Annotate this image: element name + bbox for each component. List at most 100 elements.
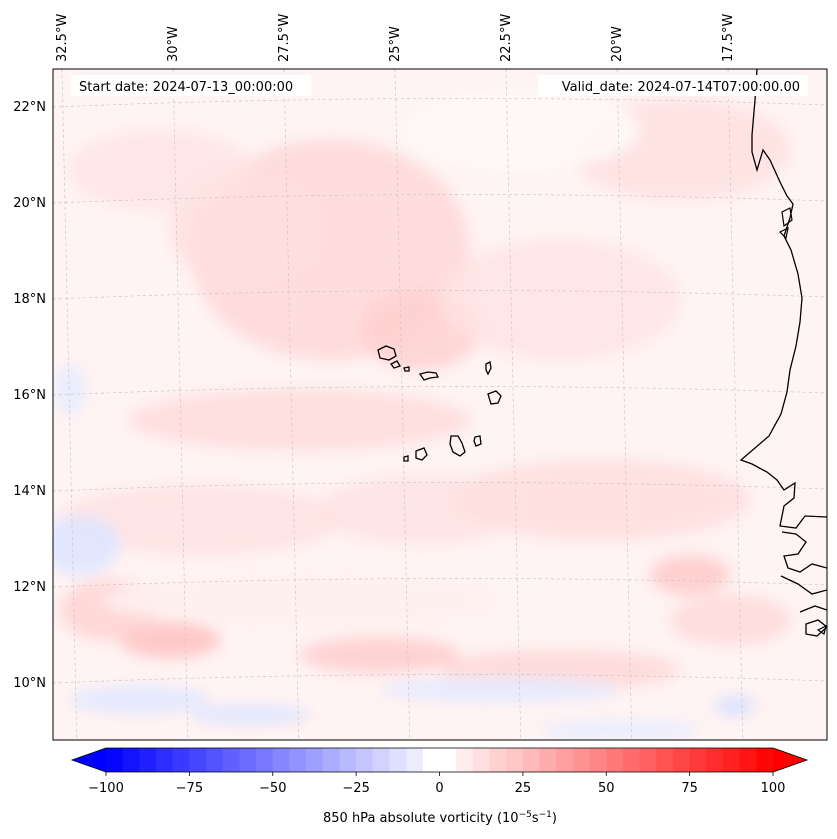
colorbar-tick-label: 100 — [761, 781, 786, 796]
latitude-label: 20°N — [13, 196, 46, 211]
colorbar-segment — [406, 748, 424, 772]
longitude-label: 20°W — [610, 26, 625, 62]
longitude-label: 30°W — [166, 26, 181, 62]
colorbar-segment — [122, 748, 140, 772]
island-boa-vista — [487, 390, 502, 405]
parallel-gridline — [53, 386, 827, 396]
colorbar-segment — [389, 748, 407, 772]
negative-vorticity-region — [715, 696, 755, 716]
latitude-label: 12°N — [13, 580, 46, 595]
colorbar-segment — [372, 748, 390, 772]
parallel-gridline — [53, 578, 827, 588]
parallel-gridline — [53, 194, 827, 204]
colorbar-segment — [356, 748, 374, 772]
positive-vorticity-region — [300, 637, 460, 673]
island-santo-antao — [377, 345, 397, 361]
negative-vorticity-region — [55, 365, 85, 415]
positive-vorticity-region — [450, 460, 750, 540]
positive-vorticity-region — [440, 240, 680, 360]
colorbar-segment — [439, 748, 457, 772]
colorbar-segment — [256, 748, 274, 772]
colorbar-segment — [222, 748, 240, 772]
meridian-gridline — [505, 69, 522, 740]
colorbar-tick-label: −100 — [88, 781, 124, 796]
colorbar-segment — [539, 748, 557, 772]
colorbar-segment — [689, 748, 707, 772]
colorbar-segment — [189, 748, 207, 772]
colorbar-segment — [472, 748, 491, 772]
colorbar-segment — [756, 748, 774, 772]
longitude-label: 27.5°W — [277, 14, 292, 62]
parallel-gridline — [53, 98, 827, 108]
island-sal — [485, 361, 492, 376]
colorbar-segment — [172, 748, 190, 772]
colorbar-segment — [272, 748, 290, 772]
colorbar-segment — [722, 748, 741, 772]
positive-vorticity-region — [60, 485, 340, 555]
colorbar-segment — [522, 748, 541, 772]
colorbar-label: 850 hPa absolute vorticity (10−5s−1) — [323, 810, 557, 826]
positive-vorticity-region — [320, 475, 520, 545]
colorbar-segment — [739, 748, 757, 772]
coastal-island — [778, 207, 827, 635]
colorbar-tick-label: 25 — [515, 781, 532, 796]
colorbar-tick-label: −25 — [342, 781, 369, 796]
island-santiago — [449, 435, 466, 457]
latitude-label: 22°N — [13, 100, 46, 115]
longitude-label: 17.5°W — [721, 14, 736, 62]
negative-vorticity-region — [380, 678, 620, 702]
latitude-label: 10°N — [13, 676, 46, 691]
island-brava — [403, 455, 409, 462]
meridian-gridline — [727, 69, 744, 740]
parallel-gridline — [53, 482, 827, 492]
longitude-label: 25°W — [388, 26, 403, 62]
negative-vorticity-region — [190, 705, 310, 725]
longitude-label: 22.5°W — [499, 14, 514, 62]
colorbar-segment — [706, 748, 724, 772]
colorbar-tick-label: −75 — [176, 781, 203, 796]
parallel-gridline — [53, 290, 827, 300]
meridian-gridline — [394, 69, 411, 740]
colorbar-segment — [422, 748, 440, 772]
island-maio — [473, 435, 482, 447]
colorbar-tick-label: 50 — [598, 781, 615, 796]
parallel-gridline — [53, 674, 827, 684]
colorbar-tick-label: 0 — [435, 781, 443, 796]
negative-vorticity-region — [540, 720, 700, 740]
colorbar-segment — [672, 748, 691, 772]
negative-vorticity-region — [53, 515, 120, 575]
colorbar-segment — [456, 748, 474, 772]
start-date-box — [71, 75, 311, 96]
negative-vorticity-region — [70, 686, 210, 714]
island-fogo — [415, 447, 428, 461]
colorbar-extend-max — [773, 748, 807, 772]
colorbar-segment — [206, 748, 224, 772]
colorbar-segment — [656, 748, 674, 772]
colorbar-segment — [639, 748, 657, 772]
colorbar-segment — [156, 748, 174, 772]
latitude-label: 16°N — [13, 388, 46, 403]
colorbar-segment — [606, 748, 624, 772]
island-sao-nicolau — [418, 371, 439, 381]
start-date-label: Start date: 2024-07-13_00:00:00 — [79, 80, 293, 95]
africa-coastline — [739, 69, 827, 637]
meridian-gridline — [61, 69, 78, 740]
colorbar — [70, 747, 809, 773]
colorbar-tick-label: 75 — [681, 781, 698, 796]
colorbar-segment — [306, 748, 324, 772]
colorbar-segment — [239, 748, 257, 772]
colorbar-extend-min — [72, 748, 106, 772]
longitude-label: 32.5°W — [55, 14, 70, 62]
meridian-gridline — [172, 69, 189, 740]
meridian-gridline — [616, 69, 633, 740]
positive-vorticity-region — [130, 390, 470, 450]
positive-vorticity-region — [650, 555, 730, 595]
island-santa-luzia — [403, 366, 410, 372]
colorbar-tick-label: −50 — [259, 781, 286, 796]
colorbar-segment — [322, 748, 340, 772]
positive-vorticity-region — [670, 595, 790, 645]
colorbar-segment — [589, 748, 607, 772]
latitude-label: 14°N — [13, 484, 46, 499]
colorbar-segment — [622, 748, 641, 772]
